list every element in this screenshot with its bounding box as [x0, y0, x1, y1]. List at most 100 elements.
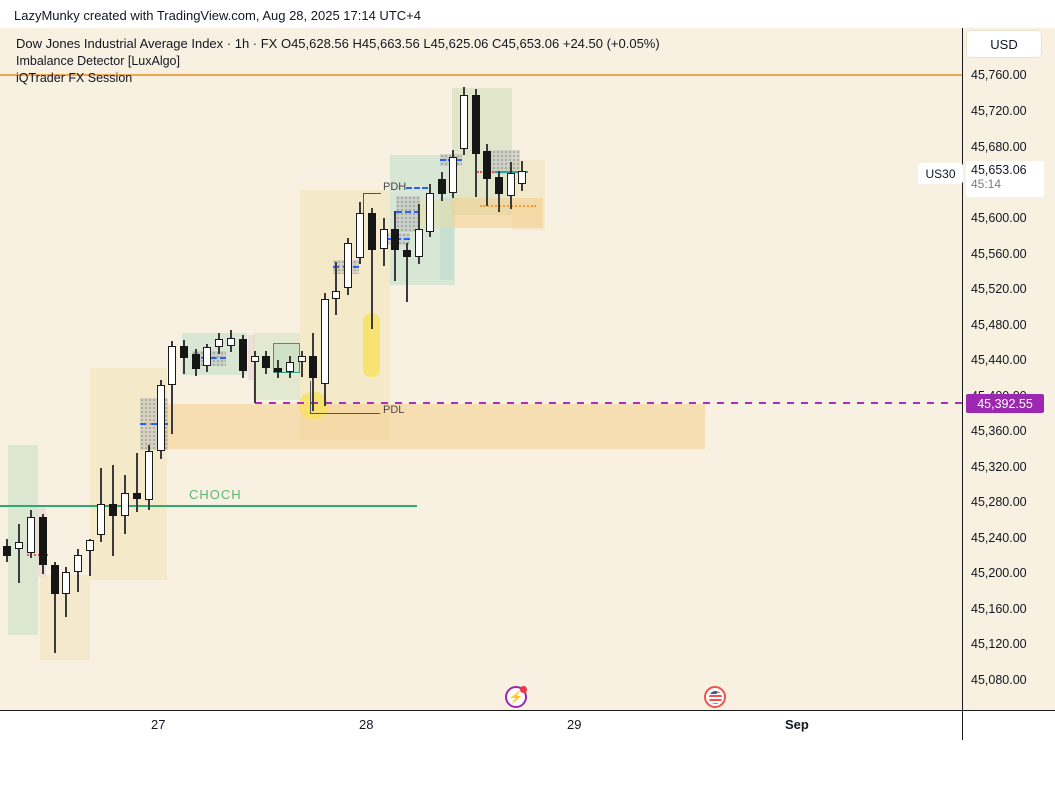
session-zone [418, 200, 453, 228]
price-axis-label: 45,200.00 [971, 566, 1027, 580]
purple-level-line [255, 402, 962, 404]
last-price-value: 45,653.06 [971, 163, 1027, 177]
pdl-leader-h [310, 412, 380, 414]
imbalance-midline [396, 211, 420, 213]
price-axis-separator [962, 28, 963, 740]
candle-bearish [133, 493, 141, 500]
candle-bearish [39, 517, 47, 566]
candle-bearish [495, 177, 503, 195]
choch-label: CHOCH [189, 487, 242, 502]
price-axis-label: 45,720.00 [971, 104, 1027, 118]
candle-wick [254, 350, 256, 404]
price-axis-label: 45,240.00 [971, 531, 1027, 545]
candle-bullish [27, 517, 35, 553]
us-flag-icon [708, 690, 722, 704]
choch-line [0, 505, 417, 507]
price-axis-label: 45,320.00 [971, 460, 1027, 474]
purple-level-tag: 45,392.55 [966, 394, 1044, 413]
candle-bearish [403, 250, 411, 257]
candle-bearish [262, 356, 270, 368]
price-axis-label: 45,680.00 [971, 140, 1027, 154]
price-axis-label: 45,160.00 [971, 602, 1027, 616]
candle-bullish [356, 213, 364, 259]
pdh-label: PDH [383, 181, 407, 193]
candle-bullish [227, 337, 235, 346]
candle-bullish [168, 345, 176, 385]
symbol-ohlc-line[interactable]: Dow Jones Industrial Average Index · 1h … [16, 36, 660, 51]
indicator-fx-session[interactable]: iQTrader FX Session [16, 71, 133, 85]
candle-bullish [15, 542, 23, 550]
candle-wick [371, 207, 373, 329]
footer-bar: TradingView [0, 740, 1055, 800]
candle-bullish [507, 172, 515, 197]
currency-button[interactable]: USD [967, 31, 1041, 57]
candle-bearish [309, 356, 317, 378]
price-axis-label: 45,280.00 [971, 495, 1027, 509]
price-axis-label: 45,080.00 [971, 673, 1027, 687]
candle-bullish [426, 192, 434, 232]
lightning-event-icon[interactable]: ⚡ [505, 686, 527, 708]
bar-countdown: 45:14 [971, 177, 1002, 191]
candle-wick [18, 524, 20, 584]
candle-bearish [274, 367, 282, 373]
candle-bullish [332, 291, 340, 300]
price-axis-label: 45,440.00 [971, 353, 1027, 367]
candle-wick [171, 341, 173, 434]
candle-bullish [121, 493, 129, 516]
candle-wick [335, 261, 337, 316]
candle-bullish [344, 243, 352, 288]
candle-bearish [109, 503, 117, 516]
time-axis-label: 28 [359, 717, 374, 732]
candle-bullish [449, 156, 457, 193]
candle-bullish [415, 229, 423, 257]
price-axis-label: 45,520.00 [971, 282, 1027, 296]
pdh-leader-h [363, 192, 381, 194]
candle-bullish [74, 554, 82, 573]
candle-wick [301, 350, 303, 377]
candle-bearish [3, 545, 11, 556]
indicator-imbalance-detector[interactable]: Imbalance Detector [LuxAlgo] [16, 54, 180, 68]
imbalance-midline [406, 187, 428, 189]
candle-bearish [438, 179, 446, 195]
candle-bearish [391, 229, 399, 251]
attribution-text: LazyMunky created with TradingView.com, … [14, 8, 421, 23]
price-axis-label: 45,360.00 [971, 424, 1027, 438]
candle-bullish [251, 356, 259, 363]
yellow-highlight [363, 313, 380, 377]
pdl-leader-v [310, 381, 311, 413]
orange-dotted-line [480, 205, 536, 207]
pdl-label: PDL [383, 404, 405, 416]
candle-bullish [215, 339, 223, 348]
candle-bullish [321, 299, 329, 384]
candle-bullish [298, 356, 306, 362]
candle-bearish [180, 345, 188, 359]
us-flag-event-icon[interactable] [704, 686, 726, 708]
candle-bullish [518, 171, 526, 184]
session-zone [165, 404, 705, 449]
last-price-tag: 45,653.06 45:14 [966, 161, 1044, 197]
time-axis-label: 27 [151, 717, 166, 732]
candle-bearish [239, 339, 247, 372]
candle-bearish [368, 213, 376, 251]
candle-bullish [157, 384, 165, 451]
time-axis-separator [0, 710, 1055, 711]
candle-wick [406, 243, 408, 302]
candle-bullish [203, 347, 211, 367]
candle-bullish [86, 540, 94, 552]
candle-bullish [460, 94, 468, 149]
price-axis-label: 45,560.00 [971, 247, 1027, 261]
imbalance-box [396, 196, 420, 232]
imbalance-box [488, 150, 520, 174]
candle-bearish [483, 150, 491, 180]
price-axis-label: 45,480.00 [971, 318, 1027, 332]
price-axis-label: 45,760.00 [971, 68, 1027, 82]
candle-bullish [145, 450, 153, 501]
candle-bullish [286, 361, 294, 373]
time-axis-label: Sep [785, 717, 809, 732]
price-axis-label: 45,600.00 [971, 211, 1027, 225]
price-axis-label: 45,120.00 [971, 637, 1027, 651]
candle-wick [89, 538, 91, 576]
imbalance-midline [140, 423, 168, 425]
